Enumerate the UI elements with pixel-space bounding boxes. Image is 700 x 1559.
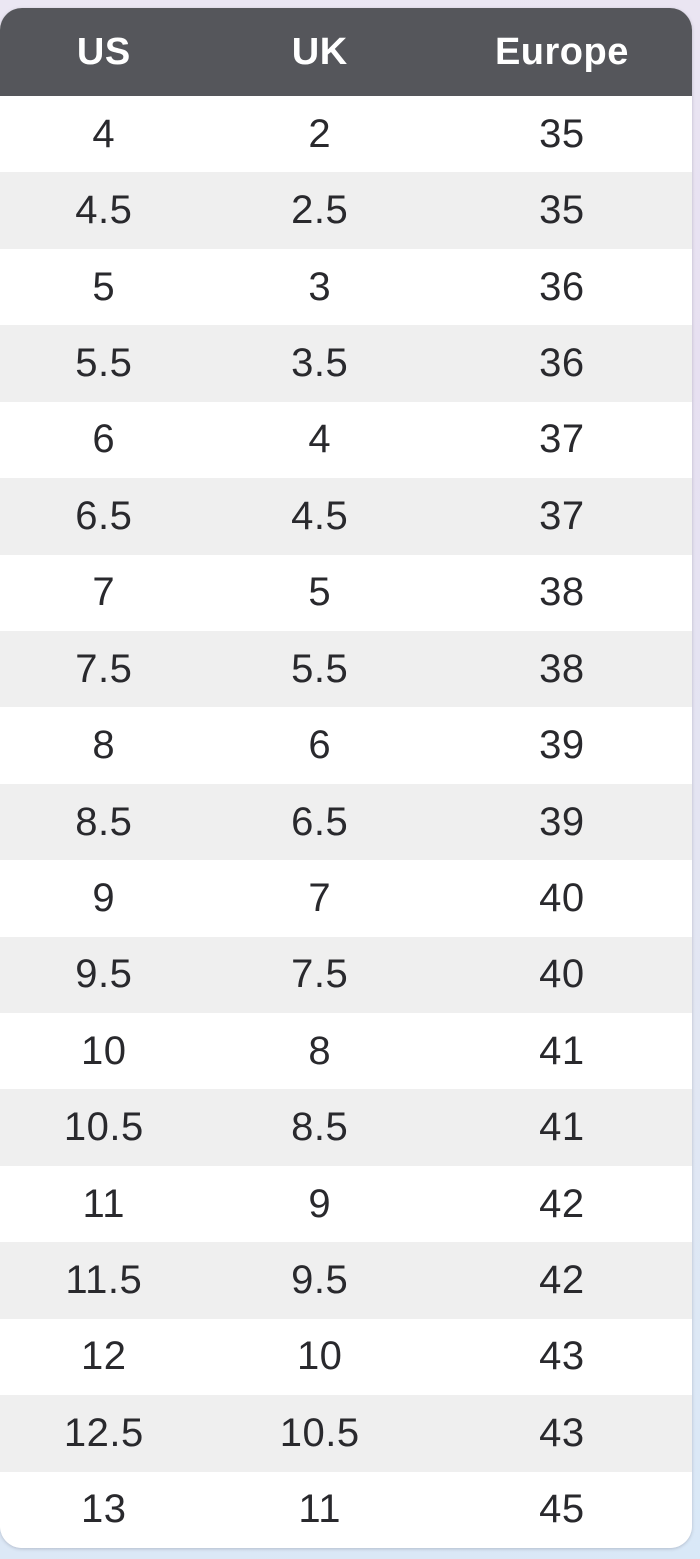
table-body: 4 2 35 4.5 2.5 35 5 3 36 5.5 3.5 36 6 4 37 6.5 4.5 37 7 5 38… [0,96,692,1548]
table-row: 10 8 41 [0,1013,692,1090]
us-size-cell: 4.5 [75,188,133,233]
table-row: 11.5 9.5 42 [0,1242,692,1319]
europe-size-cell: 35 [539,188,585,233]
uk-size-cell: 4 [308,417,332,462]
uk-size-cell: 11 [298,1487,341,1532]
europe-size-cell: 40 [539,952,585,997]
table-row: 9 7 40 [0,860,692,937]
table-row: 6 4 37 [0,401,692,479]
us-size-cell: 5 [92,264,116,309]
us-size-cell: 6 [92,417,116,462]
europe-size-cell: 38 [539,646,585,691]
europe-size-cell: 45 [539,1487,585,1532]
uk-size-cell: 6 [308,723,332,768]
table-row: 7.5 5.5 38 [0,630,692,708]
column-header-europe: Europe [494,30,629,73]
table-row: 4 2 35 [0,96,692,173]
uk-size-cell: 4.5 [291,493,349,538]
column-header-us: US [76,30,131,73]
table-row: 6.5 4.5 37 [0,478,692,555]
us-size-cell: 8.5 [75,799,133,844]
europe-size-cell: 39 [539,723,585,768]
us-size-cell: 9 [92,875,116,920]
uk-size-cell: 3.5 [291,340,349,385]
europe-size-cell: 43 [539,1334,585,1379]
table-row: 5 3 36 [0,248,692,326]
europe-size-cell: 35 [539,111,585,156]
us-size-cell: 8 [92,723,116,768]
table-row: 12 10 43 [0,1318,692,1396]
europe-size-cell: 37 [539,493,585,538]
uk-size-cell: 7 [308,875,332,920]
europe-size-cell: 36 [539,264,585,309]
column-header-uk: UK [291,30,348,73]
uk-size-cell: 5 [308,570,332,615]
europe-size-cell: 38 [539,570,585,615]
shoe-size-conversion-table: US UK Europe 4 2 35 4.5 2.5 35 5 3 36 5.5 3.5 36 6 4 3… [0,8,692,1548]
table-row: 10.5 8.5 41 [0,1089,692,1166]
europe-size-cell: 43 [539,1410,585,1455]
table-header-row: US UK Europe [0,8,692,96]
us-size-cell: 11 [82,1181,126,1226]
europe-size-cell: 41 [539,1105,585,1150]
europe-size-cell: 42 [539,1258,585,1303]
europe-size-cell: 42 [539,1181,585,1226]
us-size-cell: 12 [81,1334,127,1379]
table-row: 8 6 39 [0,707,692,784]
uk-size-cell: 3 [308,264,332,309]
uk-size-cell: 7.5 [291,952,349,997]
europe-size-cell: 40 [539,875,585,920]
table-row: 11 9 42 [0,1165,692,1243]
us-size-cell: 10.5 [63,1105,144,1150]
table-row: 8.5 6.5 39 [0,783,692,861]
us-size-cell: 5.5 [75,340,133,385]
uk-size-cell: 8.5 [291,1105,349,1150]
uk-size-cell: 9.5 [291,1258,349,1303]
table-row: 5.5 3.5 36 [0,325,692,402]
table-row: 4.5 2.5 35 [0,172,692,249]
europe-size-cell: 36 [539,340,585,385]
us-size-cell: 4 [92,111,116,156]
table-row: 7 5 38 [0,554,692,631]
uk-size-cell: 6.5 [291,799,349,844]
table-row: 9.5 7.5 40 [0,936,692,1014]
table-row: 13 11 45 [0,1471,692,1548]
uk-size-cell: 5.5 [291,646,349,691]
europe-size-cell: 39 [539,799,585,844]
uk-size-cell: 2.5 [291,188,349,233]
uk-size-cell: 10.5 [279,1410,360,1455]
europe-size-cell: 37 [539,417,585,462]
us-size-cell: 9.5 [75,952,133,997]
uk-size-cell: 2 [308,111,332,156]
europe-size-cell: 41 [539,1028,585,1073]
us-size-cell: 10 [81,1028,127,1073]
table-row: 12.5 10.5 43 [0,1395,692,1472]
uk-size-cell: 8 [308,1028,332,1073]
uk-size-cell: 9 [308,1181,332,1226]
uk-size-cell: 10 [296,1334,343,1379]
us-size-cell: 6.5 [75,493,133,538]
us-size-cell: 13 [81,1487,127,1532]
us-size-cell: 7 [92,570,116,615]
us-size-cell: 7.5 [75,646,133,691]
us-size-cell: 12.5 [63,1410,144,1455]
us-size-cell: 11.5 [65,1258,143,1303]
